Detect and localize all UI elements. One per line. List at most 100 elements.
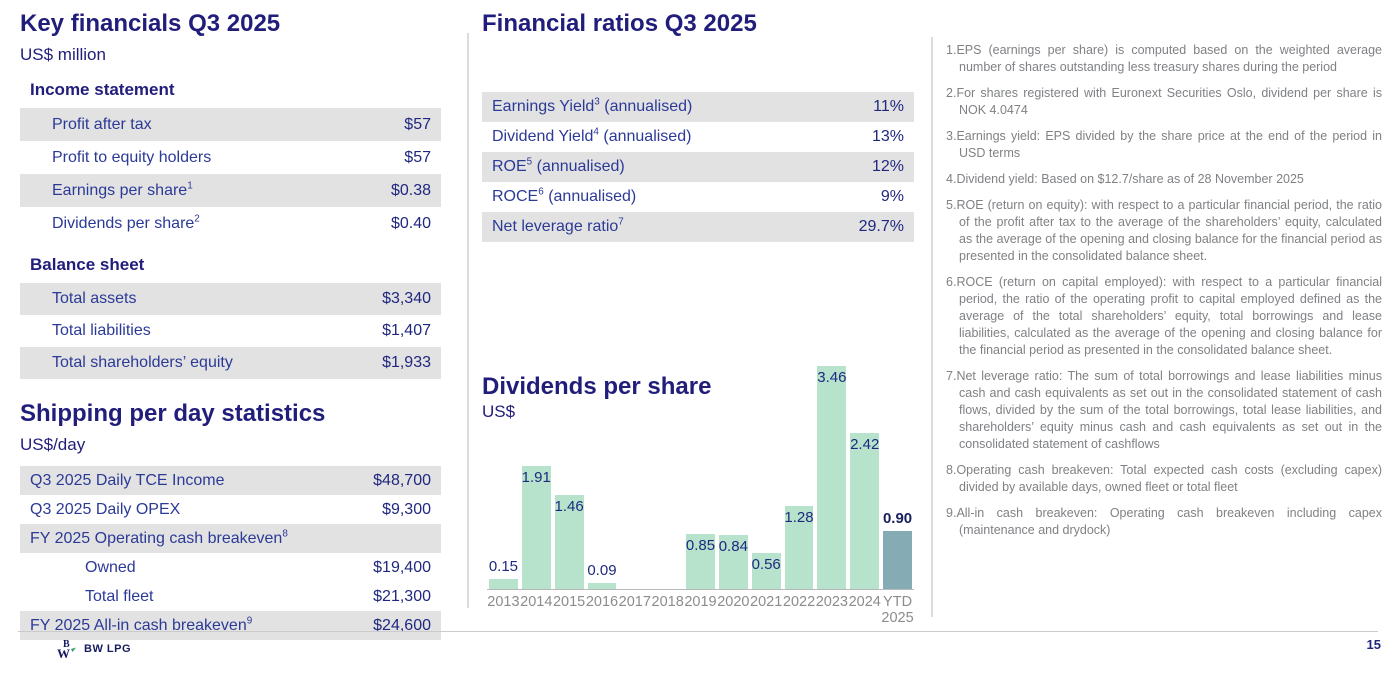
row-label: Earnings per share1	[52, 180, 193, 199]
bar-slot-2020: 0.84	[717, 364, 750, 589]
bar-value-label: 0.56	[751, 555, 781, 573]
bar-slot-2014: 1.91	[520, 364, 553, 589]
dividend-bar	[587, 583, 617, 589]
bar-slot-2024: 2.42	[848, 364, 881, 589]
bar-value-label: 0.09	[587, 562, 617, 580]
row-label: Total shareholders’ equity	[52, 354, 233, 371]
footnote-1: 1.EPS (earnings per share) is computed b…	[946, 43, 1382, 74]
row-value: 29.7%	[858, 218, 904, 235]
row-label: Total liabilities	[52, 322, 151, 339]
footnote-3: 3.Earnings yield: EPS divided by the sha…	[946, 129, 1382, 160]
bar-value-label: 0.90	[882, 509, 913, 527]
ratio-row: Net leverage ratio7 29.7%	[482, 212, 914, 242]
row-label: Profit to equity holders	[52, 148, 212, 166]
key-financials-unit: US$ million	[20, 45, 106, 64]
row-label: Earnings Yield3 (annualised)	[492, 96, 693, 115]
row-value: $0.40	[390, 214, 431, 232]
x-axis-tick: 2021	[750, 594, 783, 610]
row-value: 11%	[873, 98, 904, 115]
x-axis-tick: 2016	[585, 594, 619, 610]
row-value: $9,300	[382, 500, 431, 518]
row-label: Total fleet	[85, 587, 154, 605]
footnote-5: 5.ROE (return on equity): with respect t…	[946, 198, 1382, 263]
row-value: $1,933	[382, 354, 431, 371]
row-label: Dividend Yield4 (annualised)	[492, 126, 692, 145]
financial-ratios-table: Earnings Yield3 (annualised) 11% Dividend …	[482, 92, 914, 242]
bw-logo-mark: B W	[57, 639, 76, 660]
row-value: $48,700	[373, 471, 431, 489]
income-statement-table: Profit after tax $57 Profit to equity hold…	[20, 108, 441, 240]
bar-value-label: 1.46	[554, 497, 584, 515]
bar-slot-2015: 1.46	[553, 364, 586, 589]
dividend-bar	[817, 365, 847, 589]
dividends-chart-title: Dividends per share	[482, 373, 712, 400]
x-axis-tick: 2017	[618, 594, 651, 610]
bar-slot-2023: 3.46	[815, 364, 848, 589]
row-value: 13%	[871, 128, 904, 145]
footnote-7: 7.Net leverage ratio: The sum of total b…	[946, 369, 1382, 451]
footnote-6: 6.ROCE (return on capital employed): wit…	[946, 275, 1382, 357]
financial-ratios-column: Financial ratios Q3 2025 Earnings Yield3…	[482, 10, 914, 242]
bar-slot-2022: 1.28	[783, 364, 816, 589]
column-divider-right	[931, 37, 933, 617]
dividend-bar	[751, 552, 781, 589]
page-number: 15	[1366, 637, 1381, 652]
footnote-number: 1.	[946, 43, 957, 57]
ratio-row: ROCE6 (annualised) 9%	[482, 182, 914, 212]
bar-value-label: 3.46	[817, 368, 847, 386]
row-label: Profit after tax	[52, 115, 152, 133]
income-row: Earnings per share1 $0.38	[20, 174, 441, 207]
row-label: FY 2025 Operating cash breakeven8	[30, 528, 288, 547]
shipping-row: Owned $19,400	[20, 553, 441, 582]
dividend-bar	[718, 534, 748, 589]
balance-row: Total assets $3,340	[20, 283, 441, 315]
column-divider-left	[467, 33, 469, 608]
footnote-4: 4.Dividend yield: Based on $12.7/share a…	[946, 172, 1304, 186]
row-label: Net leverage ratio7	[492, 216, 624, 235]
row-value: $21,300	[373, 587, 431, 605]
row-value: $24,600	[373, 616, 431, 634]
footnote-8: 8.Operating cash breakeven: Total expect…	[946, 463, 1382, 494]
bar-value-label: 1.28	[784, 509, 814, 527]
balance-sheet-table: Total assets $3,340 Total liabilities $1,40…	[20, 283, 441, 379]
bar-slot-2016: 0.09	[586, 364, 619, 589]
row-value: $57	[404, 148, 431, 166]
income-row: Profit to equity holders $57	[20, 141, 441, 174]
balance-sheet-heading: Balance sheet	[30, 255, 145, 274]
ratio-row: Dividend Yield4 (annualised) 13%	[482, 122, 914, 152]
dividend-bar	[521, 465, 551, 589]
footnote-number: 9.	[946, 506, 957, 520]
row-value: 12%	[871, 158, 904, 175]
x-axis-tick: 2013	[487, 594, 520, 610]
bw-lpg-logo: B W BW LPG	[57, 638, 131, 660]
income-row: Profit after tax $57	[20, 108, 441, 141]
row-label: Q3 2025 Daily TCE Income	[30, 471, 225, 489]
row-value: $1,407	[382, 322, 431, 339]
shipping-row: FY 2025 Operating cash breakeven8	[20, 524, 441, 553]
dividend-bar	[883, 530, 912, 589]
row-label: Total assets	[52, 290, 137, 307]
dividend-bar	[686, 534, 715, 589]
bar-slot-2018	[651, 364, 684, 589]
row-value: $57	[404, 115, 431, 133]
bar-slot-2017	[618, 364, 651, 589]
footnote-number: 8.	[946, 463, 957, 477]
footnote-number: 7.	[946, 369, 957, 383]
x-axis-tick: 2022	[782, 594, 816, 610]
shipping-statistics-title: Shipping per day statistics	[20, 400, 326, 427]
row-label: ROE5 (annualised)	[492, 156, 625, 175]
bar-value-label: 1.91	[521, 468, 551, 486]
x-axis-tick: 2019	[684, 594, 717, 610]
bar-slot-2019: 0.85	[684, 364, 717, 589]
dividend-bar	[850, 432, 880, 589]
balance-row: Total shareholders’ equity $1,933	[20, 347, 441, 379]
footer-divider	[18, 631, 1378, 632]
x-axis-tick: 2020	[717, 594, 750, 610]
footnote-2: 2.For shares registered with Euronext Se…	[946, 86, 1382, 117]
bar-slot-2021: 0.56	[750, 364, 783, 589]
dividends-chart-unit: US$	[482, 402, 516, 421]
shipping-statistics-unit: US$/day	[20, 435, 86, 454]
x-axis-tick: YTD 2025	[881, 594, 914, 626]
bar-value-label: 2.42	[850, 435, 880, 453]
dividends-bar-chart: 0.15 1.91 1.46 0.09 0.85 0.84 0.56 1.28 3.46 2.42…	[487, 364, 914, 590]
